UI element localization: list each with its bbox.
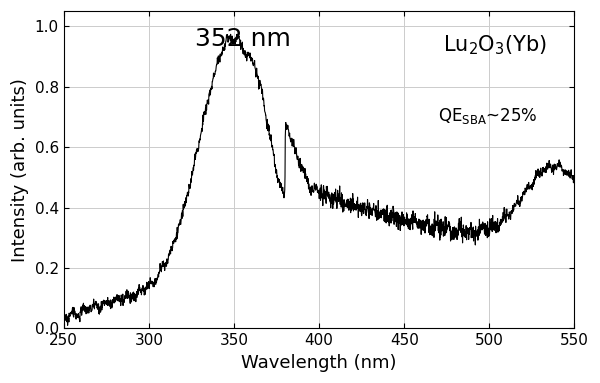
Text: QE$_{\mathrm{SBA}}$~25%: QE$_{\mathrm{SBA}}$~25%	[438, 106, 538, 126]
Text: Lu$_2$O$_3$(Yb): Lu$_2$O$_3$(Yb)	[443, 33, 547, 57]
Text: 352 nm: 352 nm	[194, 27, 290, 51]
X-axis label: Wavelength (nm): Wavelength (nm)	[241, 354, 397, 372]
Y-axis label: Intensity (arb. units): Intensity (arb. units)	[11, 78, 29, 262]
